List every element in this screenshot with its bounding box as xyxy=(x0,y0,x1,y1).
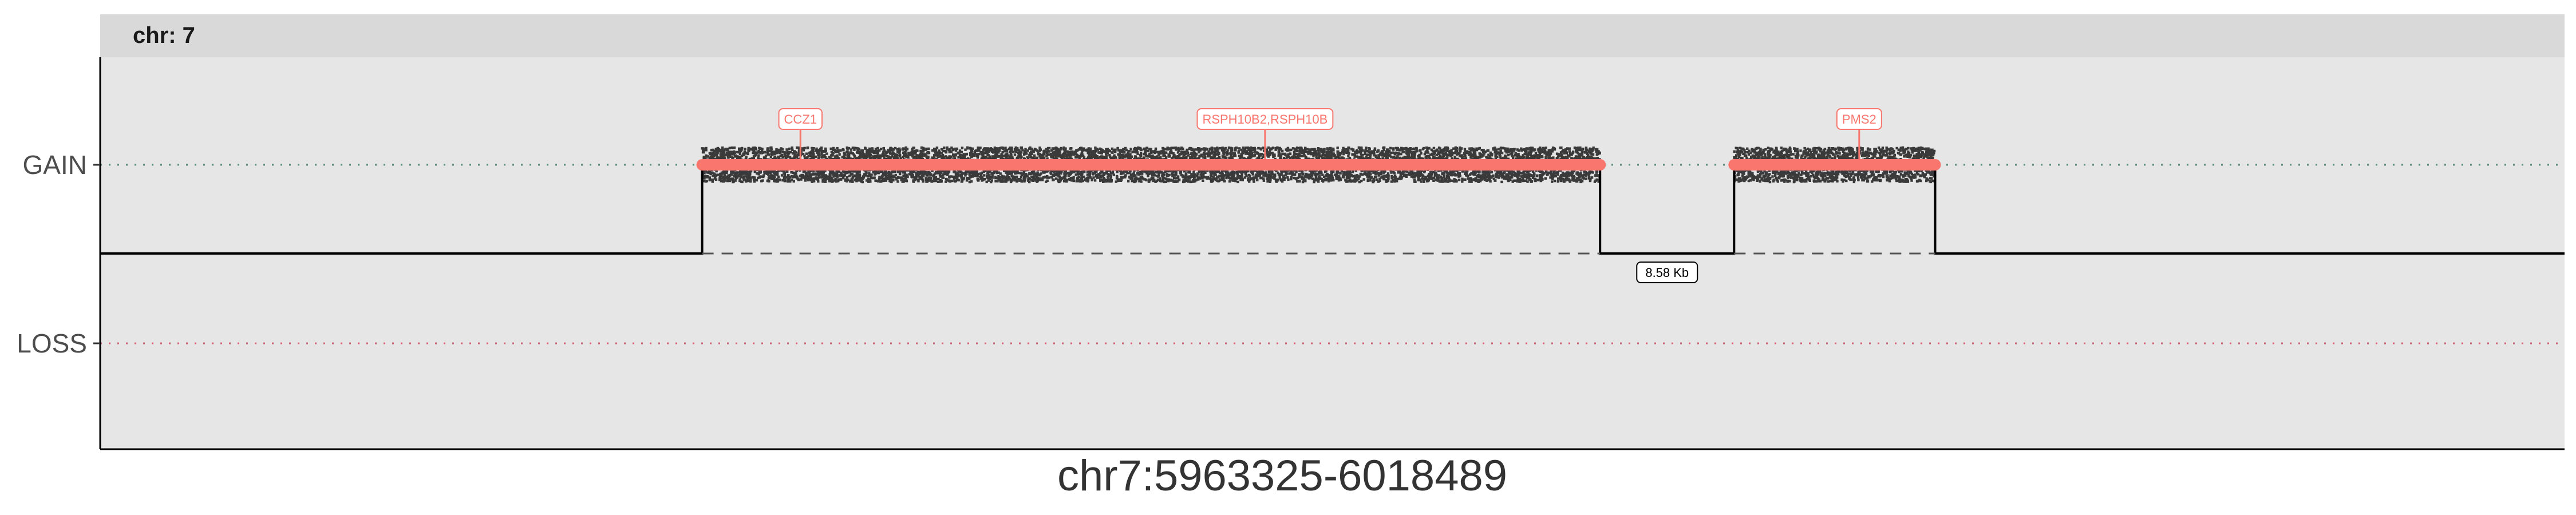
gene-label-text-2: PMS2 xyxy=(1842,112,1876,126)
gene-label-box-2 xyxy=(1836,108,1882,130)
gene-label-box-0 xyxy=(778,108,823,130)
gene-labels: CCZ1 RSPH10B2,RSPH10B PMS2 xyxy=(778,108,1882,160)
gene-label-2: PMS2 xyxy=(1836,108,1882,160)
strip-background xyxy=(100,14,2565,57)
gene-label-text-1: RSPH10B2,RSPH10B xyxy=(1202,112,1327,126)
gap-indicator: 8.58 Kb xyxy=(100,164,2565,283)
y-tick-label-gain: GAIN xyxy=(23,150,87,180)
connector-line xyxy=(100,164,2565,255)
gene-label-0: CCZ1 xyxy=(778,108,823,160)
probe-points-segment-1 xyxy=(1733,146,1937,184)
y-tick-label-loss: LOSS xyxy=(17,328,87,358)
gap-label-text: 8.58 Kb xyxy=(1645,266,1689,280)
gene-label-1: RSPH10B2,RSPH10B xyxy=(1196,108,1334,160)
panel-strip-label: chr: 7 xyxy=(133,23,195,48)
x-axis-title: chr7:5963325-6018489 xyxy=(1057,451,1507,500)
gap-label: 8.58 Kb xyxy=(1636,262,1698,283)
gene-label-text-0: CCZ1 xyxy=(784,112,817,126)
gene-label-box-1 xyxy=(1196,108,1334,130)
